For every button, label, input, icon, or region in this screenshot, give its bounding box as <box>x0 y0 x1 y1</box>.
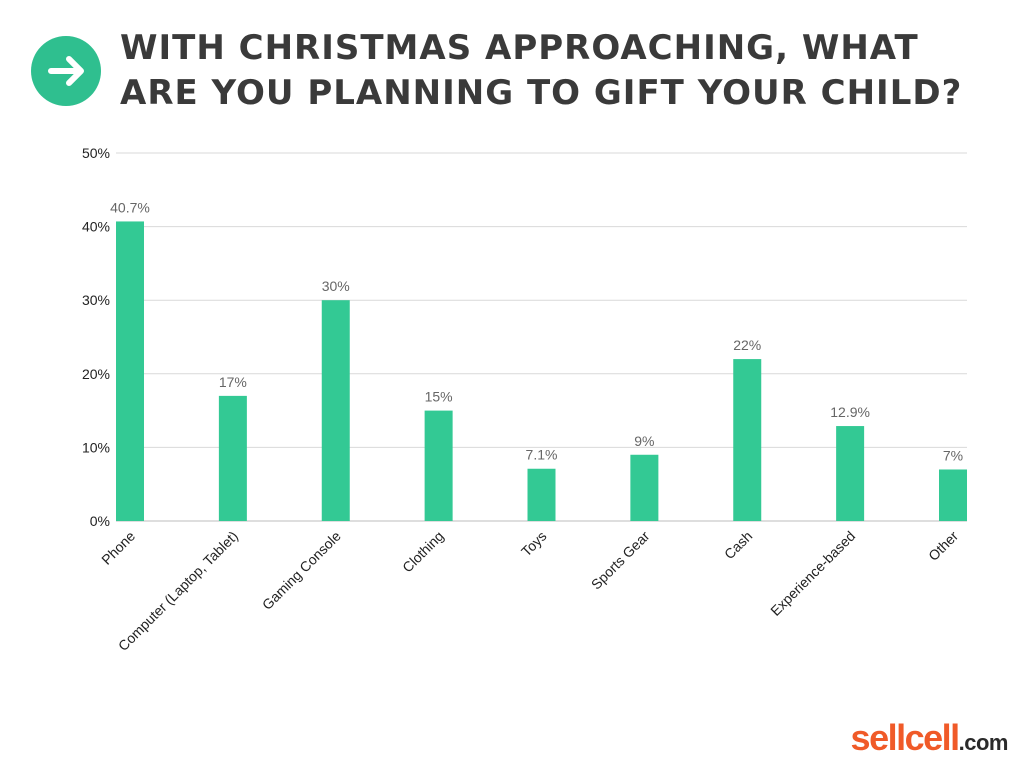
logo-cell: cell <box>904 717 961 758</box>
chart-title: WITH CHRISTMAS APPROACHING, WHAT ARE YOU… <box>120 28 963 113</box>
y-tick-label: 40% <box>82 219 110 235</box>
data-label: 15% <box>425 389 453 405</box>
x-tick-label: Toys <box>518 528 550 560</box>
data-label: 22% <box>733 337 761 353</box>
x-tick-label: Clothing <box>399 528 447 576</box>
arrow-shape <box>48 56 84 86</box>
x-tick-label: Cash <box>721 528 755 562</box>
bar <box>321 300 350 521</box>
x-tick-label: Other <box>925 528 961 564</box>
data-label: 9% <box>634 433 654 449</box>
data-label: 7% <box>943 447 963 463</box>
sellcell-logo: sellcell.com <box>850 717 1009 758</box>
y-tick-label: 20% <box>82 366 110 382</box>
logo-domain: .com <box>958 730 1009 755</box>
y-tick-label: 10% <box>82 439 110 455</box>
bar <box>116 221 144 521</box>
x-tick-label: Phone <box>98 528 138 568</box>
bar <box>630 454 659 521</box>
x-tick-label: Computer (Laptop, Tablet) <box>115 528 241 654</box>
arrow-right-icon <box>31 36 101 106</box>
data-labels: 40.7% 17% 30% 15% 7.1% 9% 22% 12.9% 7% <box>110 199 963 463</box>
y-tick-label: 50% <box>82 145 110 161</box>
data-label: 40.7% <box>110 199 150 215</box>
data-label: 7.1% <box>526 447 558 463</box>
x-tick-label: Gaming Console <box>259 528 344 613</box>
bars <box>116 221 967 521</box>
x-tick-label: Experience-based <box>767 528 858 619</box>
bar <box>527 468 556 521</box>
y-tick-label: 0% <box>90 513 110 529</box>
y-tick-label: 30% <box>82 292 110 308</box>
bar <box>836 426 865 521</box>
bar <box>733 359 762 521</box>
data-label: 30% <box>322 278 350 294</box>
y-axis: 0% 10% 20% 30% 40% 50% <box>82 145 110 529</box>
bar <box>939 469 967 521</box>
data-label: 12.9% <box>830 404 870 420</box>
data-label: 17% <box>219 374 247 390</box>
bar <box>424 410 453 521</box>
bar <box>218 395 247 521</box>
x-tick-label: Sports Gear <box>588 528 653 593</box>
logo-sell: sell <box>850 717 907 758</box>
